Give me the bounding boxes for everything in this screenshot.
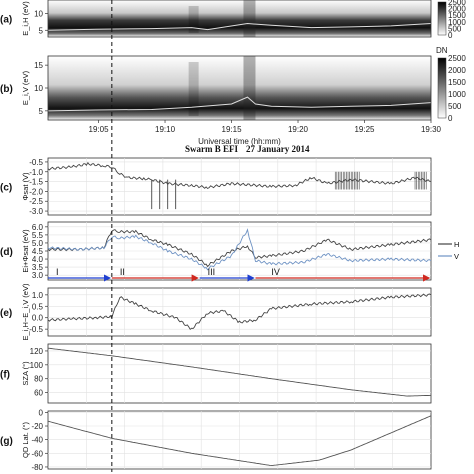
x-tick-label: 19:10 xyxy=(155,125,176,134)
ridge-line xyxy=(47,23,432,31)
y-tick-label: 4.5 xyxy=(32,247,44,256)
heatmap-dark-patch xyxy=(188,6,199,33)
colorbar-tick-label: 1500 xyxy=(448,78,466,87)
y-tick-label: 6.0 xyxy=(32,223,44,232)
x-tick-label: 19:30 xyxy=(421,125,442,134)
x-tick-label: 19:25 xyxy=(354,125,375,134)
y-tick-label: -60 xyxy=(31,449,43,458)
y-tick-label: 5.5 xyxy=(32,231,44,240)
x-tick-label: 19:20 xyxy=(288,125,309,134)
y-tick-label: -3.0 xyxy=(29,207,43,216)
y-tick-label: 0.0 xyxy=(32,314,44,323)
y-tick-label: 80 xyxy=(34,375,43,384)
y-tick-label: -20 xyxy=(31,422,43,431)
y-tick-label: -80 xyxy=(31,463,43,472)
colorbar-tick-label: 500 xyxy=(448,102,462,111)
panel-label: (d) xyxy=(0,247,13,258)
colorbar-tick-label: 2000 xyxy=(448,5,466,14)
panel-label: (c) xyxy=(0,183,12,194)
y-axis-label: QD Lat. (°) xyxy=(21,422,30,458)
y-axis-label: E_i,H (eV) xyxy=(21,1,30,36)
y-tick-label: -1.5 xyxy=(29,178,43,187)
y-tick-label: 3.0 xyxy=(32,271,44,280)
series-line xyxy=(47,347,432,397)
y-tick-label: -1.0 xyxy=(29,168,43,177)
y-tick-label: -40 xyxy=(31,436,43,445)
chart-title-date: 27 January 2014 xyxy=(246,144,310,154)
y-axis-label: Ei+Φsat (eV) xyxy=(21,229,30,273)
panel-label: (f) xyxy=(0,370,10,381)
ridge-line xyxy=(47,96,432,112)
colorbar-tick-label: 0 xyxy=(448,31,453,40)
y-tick-label: -0.5 xyxy=(29,325,43,334)
heatmap-dark-patch xyxy=(188,62,199,116)
series-line xyxy=(47,228,432,271)
y-tick-label: -2.0 xyxy=(29,187,43,196)
colorbar-tick-label: 500 xyxy=(448,24,462,33)
series-line xyxy=(47,229,432,268)
colorbar-tick-label: 2000 xyxy=(448,66,466,75)
colorbar-tick-label: 2500 xyxy=(448,0,466,7)
phase-label: II xyxy=(120,267,125,277)
y-tick-label: 10 xyxy=(34,9,43,18)
colorbar-tick-label: 1000 xyxy=(448,18,466,27)
panel-label: (e) xyxy=(0,308,12,319)
panel-label: (b) xyxy=(0,84,13,95)
colorbar xyxy=(437,57,447,119)
y-tick-label: 10 xyxy=(34,84,43,93)
y-axis-label: SZA (°) xyxy=(21,361,30,386)
y-tick-label: 4.0 xyxy=(32,255,44,264)
phase-label: IV xyxy=(271,267,280,277)
heatmap-spike xyxy=(243,0,256,37)
y-tick-label: 1.0 xyxy=(32,291,44,300)
y-tick-label: 5 xyxy=(39,107,44,116)
y-tick-label: 5.0 xyxy=(32,239,44,248)
y-axis-label: Φsat (V) xyxy=(21,172,30,201)
colorbar xyxy=(437,1,447,36)
legend-label-v: V xyxy=(454,252,459,261)
colorbar-tick-label: 1500 xyxy=(448,11,466,20)
x-axis-label: Universal time (hh:mm) xyxy=(198,137,281,146)
heatmap-band xyxy=(48,56,431,120)
colorbar-tick-label: 0 xyxy=(448,114,453,123)
y-tick-label: 5 xyxy=(39,26,44,35)
heatmap-band xyxy=(48,0,431,37)
y-tick-label: 0.5 xyxy=(32,302,44,311)
y-tick-label: 15 xyxy=(34,61,43,70)
phase-label: I xyxy=(56,267,59,277)
panel-label: (a) xyxy=(0,15,12,26)
colorbar-tick-label: 2500 xyxy=(448,54,466,63)
y-tick-label: 100 xyxy=(30,361,44,370)
x-tick-label: 19:15 xyxy=(222,125,243,134)
y-axis-label: E_i,H−E_i,V (eV) xyxy=(21,283,30,340)
y-axis-label: E_i,V (eV) xyxy=(21,70,30,105)
series-line xyxy=(47,415,432,467)
y-tick-label: 120 xyxy=(30,347,44,356)
y-tick-label: -0.5 xyxy=(29,158,43,167)
panel-frame xyxy=(47,0,432,38)
x-tick-label: 19:05 xyxy=(89,125,110,134)
colorbar-tick-label: 1000 xyxy=(448,90,466,99)
y-tick-label: 60 xyxy=(34,389,43,398)
y-tick-label: 0 xyxy=(39,408,44,417)
phase-label: III xyxy=(208,267,216,277)
y-tick-label: 3.5 xyxy=(32,263,44,272)
panel-label: (g) xyxy=(0,436,13,447)
colorbar-label: DN xyxy=(436,46,448,55)
heatmap-spike xyxy=(243,56,256,120)
legend-label-h: H xyxy=(454,240,459,249)
chart-title: Swarm B EFI xyxy=(185,144,239,154)
y-tick-label: -2.5 xyxy=(29,197,43,206)
